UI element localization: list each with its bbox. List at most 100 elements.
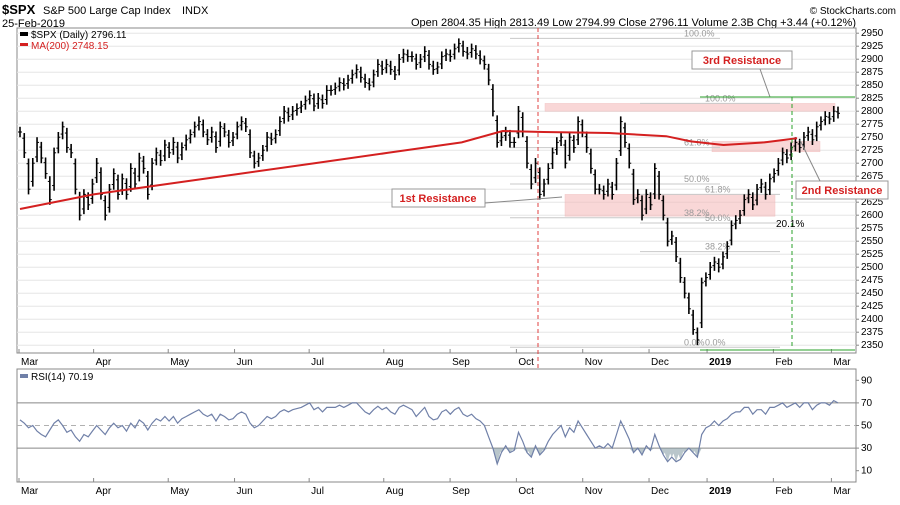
price-bar — [307, 90, 312, 105]
rsi-gridlines — [17, 402, 856, 449]
price-bar — [145, 171, 150, 200]
price-bar — [516, 106, 521, 139]
price-bar — [767, 173, 772, 195]
ma200-line — [19, 129, 798, 210]
price-y-tick-label: 2575 — [861, 223, 884, 234]
price-x-tick-label: May — [170, 357, 189, 368]
price-bar — [750, 192, 755, 210]
price-y-tick-label: 2475 — [861, 275, 884, 286]
rsi-x-tick-label: Dec — [651, 486, 669, 497]
price-y-tick-label: 2775 — [861, 119, 884, 130]
price-x-tick-label: 2019 — [709, 357, 732, 368]
rsi-x-tick-label: Mar — [21, 486, 39, 497]
price-bar — [294, 103, 299, 116]
price-y-tick-label: 2800 — [861, 106, 884, 117]
price-x-tick-label: Apr — [96, 357, 112, 368]
price-x-tick-label: Dec — [651, 357, 669, 368]
rsi-x-axis: Mar Apr May Jun Jul Aug Sep Oct Nov Dec 2019 Feb Mar — [18, 478, 851, 497]
price-bar — [465, 46, 470, 60]
price-bar — [363, 73, 368, 88]
price-bar — [265, 132, 270, 152]
price-bar — [746, 189, 751, 204]
price-bar — [772, 168, 777, 183]
price-bar — [814, 121, 819, 142]
price-bar — [367, 78, 372, 91]
price-y-tick-label: 2350 — [861, 340, 884, 351]
price-bar — [584, 131, 589, 153]
header-credit: © StockCharts.com — [810, 6, 896, 17]
price-bar — [409, 51, 414, 62]
rsi-x-tick-label: Aug — [386, 486, 404, 497]
price-bar — [209, 126, 214, 143]
rsi-line — [19, 399, 839, 466]
price-y-tick-label: 2875 — [861, 67, 884, 78]
rsi-y-tick-label: 10 — [861, 466, 873, 477]
price-bar — [759, 178, 764, 193]
price-bar — [401, 48, 406, 63]
price-bar — [320, 94, 325, 109]
price-x-tick-label: Sep — [452, 357, 470, 368]
legend-price-swatch — [20, 32, 28, 36]
price-bar — [333, 82, 338, 95]
price-bar — [384, 59, 389, 74]
price-bar — [43, 157, 48, 179]
annotation-3rd-label: 3rd Resistance — [703, 55, 781, 67]
price-bar — [512, 137, 517, 148]
price-bar — [316, 93, 321, 109]
price-bar — [806, 126, 811, 141]
price-bar — [640, 195, 645, 221]
price-bar — [490, 84, 495, 117]
price-bar — [47, 176, 52, 205]
header-date: 25-Feb-2019 — [2, 18, 65, 30]
price-bar — [205, 129, 210, 145]
price-bar — [337, 77, 342, 92]
price-bar — [524, 136, 529, 169]
price-x-axis: Mar Apr May Jun Jul Aug Sep Oct Nov Dec 2019 Feb Mar — [18, 349, 851, 368]
price-bar — [69, 143, 74, 158]
price-x-tick-label: Jun — [237, 357, 253, 368]
price-bar — [554, 137, 559, 155]
price-bar — [648, 192, 653, 210]
rsi-x-tick-label: Sep — [452, 486, 470, 497]
right-fib-label: 38.2% — [705, 242, 731, 252]
price-bar — [103, 195, 108, 221]
left-fib-label: 0.0% — [684, 337, 705, 347]
price-bar — [601, 185, 606, 200]
price-bar — [422, 46, 427, 63]
header-symbol: $SPX — [2, 2, 36, 17]
header-exchange: INDX — [182, 5, 209, 17]
price-x-tick-label: Jul — [311, 357, 324, 368]
legend-ma-label: MA(200) 2748.15 — [31, 41, 109, 52]
price-bar — [431, 60, 436, 75]
price-bar — [269, 132, 274, 145]
price-x-tick-label: Aug — [386, 357, 404, 368]
price-bar — [631, 168, 636, 205]
price-bar — [350, 69, 355, 84]
legend-rsi-swatch — [20, 374, 28, 378]
price-bar — [473, 45, 478, 60]
right-fib-label: 61.8% — [705, 184, 731, 194]
price-bar — [52, 147, 57, 191]
advance-measure: 20.1% — [700, 96, 855, 351]
price-bar — [703, 272, 708, 287]
price-y-tick-label: 2600 — [861, 210, 884, 221]
price-bar — [137, 152, 142, 182]
price-y-tick-label: 2675 — [861, 171, 884, 182]
price-bar — [657, 171, 662, 200]
price-bar — [763, 181, 768, 200]
price-bar — [235, 121, 240, 140]
price-bar — [354, 64, 359, 79]
price-bar — [81, 189, 86, 215]
price-bar — [478, 50, 483, 65]
price-y-tick-label: 2700 — [861, 158, 884, 169]
right-fib-label: 50.0% — [705, 213, 731, 223]
price-bar — [546, 163, 551, 185]
price-bar — [588, 148, 593, 174]
price-bar — [537, 167, 542, 200]
price-y-tick-label: 2900 — [861, 54, 884, 65]
price-bar — [831, 106, 836, 122]
rsi-y-tick-label: 70 — [861, 398, 873, 409]
rsi-y-axis: 10 30 50 70 90 — [856, 375, 873, 477]
price-bar — [188, 129, 193, 144]
price-bar — [358, 66, 363, 83]
